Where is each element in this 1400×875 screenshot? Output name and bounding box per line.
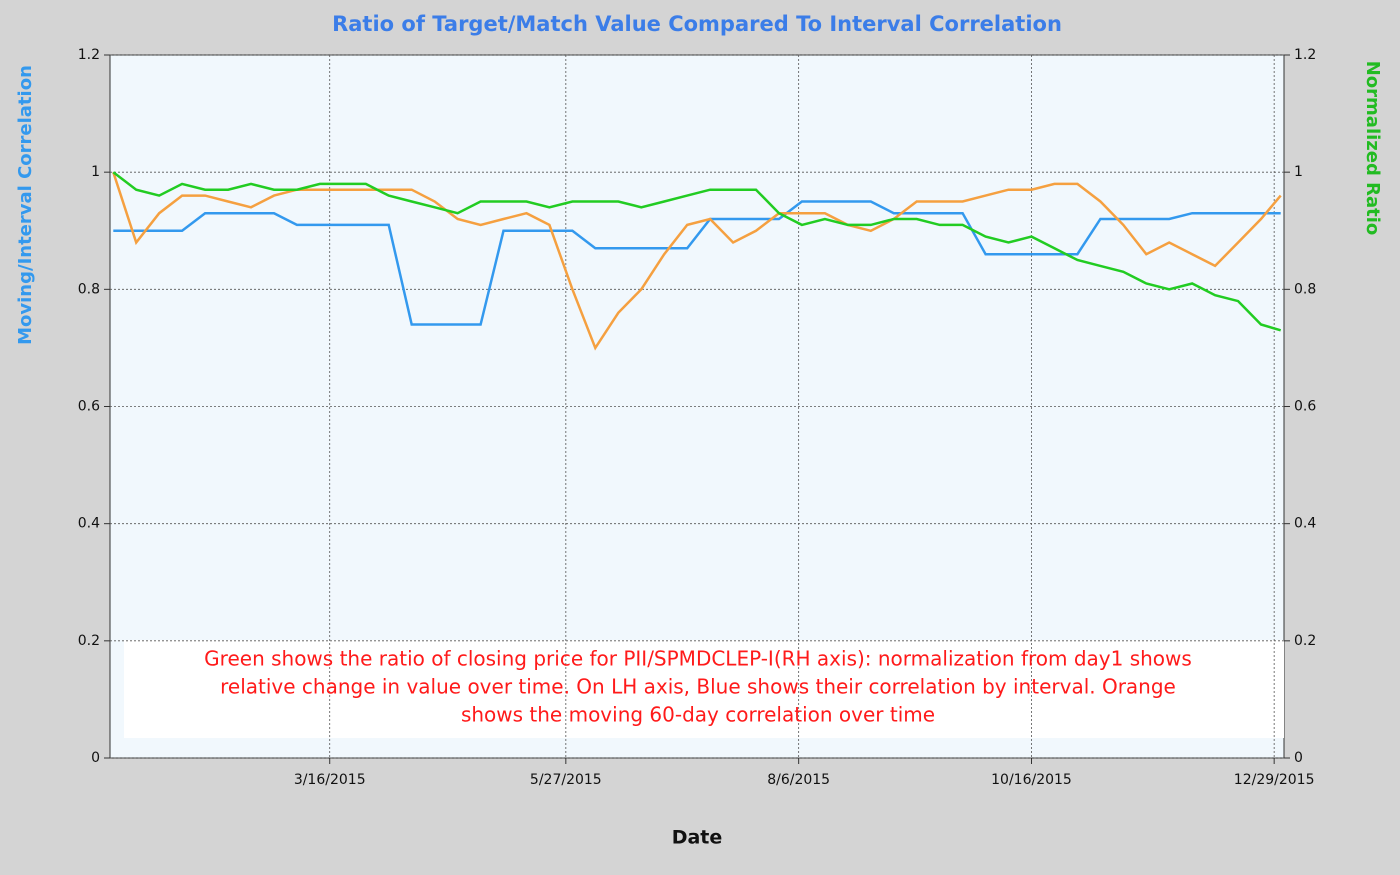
y2-tick-label: 0.8: [1294, 281, 1316, 297]
x-tick-label: 12/29/2015: [1234, 772, 1315, 788]
y2-tick-label: 1.2: [1294, 47, 1316, 63]
y2-axis-label: Normalized Ratio: [1362, 61, 1383, 236]
x-axis-label: Date: [672, 827, 723, 849]
y2-tick-label: 0.6: [1294, 399, 1316, 415]
y-axis-label: Moving/Interval Correlation: [15, 65, 36, 345]
y-tick-label: 0.6: [78, 399, 100, 415]
x-tick-label: 3/16/2015: [294, 772, 366, 788]
x-tick-label: 5/27/2015: [530, 772, 602, 788]
y-tick-label: 1: [91, 164, 100, 180]
chart-title: Ratio of Target/Match Value Compared To …: [332, 12, 1062, 36]
annotation: Green shows the ratio of closing price f…: [204, 647, 1192, 671]
annotation: shows the moving 60-day correlation over…: [461, 703, 935, 727]
y-tick-label: 1.2: [78, 47, 100, 63]
series-line: [112, 171, 1282, 332]
x-tick-label: 10/16/2015: [991, 772, 1072, 788]
y-tick-label: 0.8: [78, 281, 100, 297]
y2-tick-label: 0.2: [1294, 633, 1316, 649]
annotation: relative change in value over time. On L…: [220, 675, 1176, 699]
x-tick-label: 8/6/2015: [767, 772, 830, 788]
y-tick-label: 0.2: [78, 633, 100, 649]
series-line: [112, 171, 1282, 351]
annotation-box: [124, 640, 1284, 738]
y2-tick-label: 1: [1294, 164, 1303, 180]
y-tick-label: 0.4: [78, 516, 100, 532]
y-tick-label: 0: [91, 750, 100, 766]
series-line: [113, 200, 1281, 326]
y2-tick-label: 0: [1294, 750, 1303, 766]
y2-tick-label: 0.4: [1294, 516, 1316, 532]
